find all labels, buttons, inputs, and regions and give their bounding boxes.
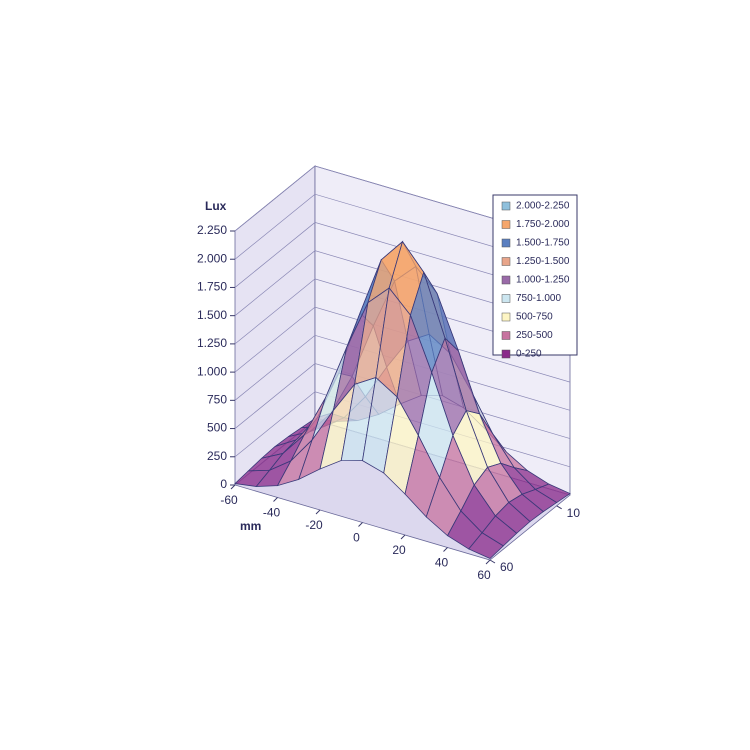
y-tick-label: 1.750 [197,280,227,294]
x-axis-label: mm [240,519,261,533]
legend-swatch [501,201,511,211]
x-tick-label: -20 [305,518,323,532]
x-tick [443,547,448,552]
legend-swatch [501,257,511,266]
depth-tick [556,505,562,510]
legend-label: 0-250 [516,349,542,360]
legend-swatch [501,238,511,248]
legend-label: 1.750-2.000 [516,219,570,230]
depth-tick-label: 10 [567,506,581,520]
surface-cell [468,532,504,560]
legend-label: 2.000-2.250 [516,201,570,212]
grid-line [234,193,571,270]
x-tick-label: -60 [220,493,238,507]
legend-label: 1.250-1.500 [516,256,570,267]
depth-tick [489,559,496,564]
y-tick-label: 1.500 [197,308,227,322]
depth-tick-label: 60 [500,560,514,574]
y-tick-label: 250 [207,449,227,463]
legend-label: 1.000-1.250 [516,275,570,286]
grid-line [234,250,571,327]
legend-label: 1.500-1.750 [516,238,570,249]
y-tick-label: 500 [207,421,227,435]
y-tick-label: 2.250 [197,223,227,237]
grid-line [234,165,571,242]
y-axis-label: Lux [205,199,227,213]
x-tick-label: 20 [392,543,406,557]
grid-line [234,222,571,298]
x-tick-label: -40 [263,506,281,520]
legend-swatch [501,312,511,322]
legend-swatch [501,220,511,229]
y-tick-label: 1.250 [197,336,227,350]
x-tick-label: 0 [353,531,360,545]
y-tick-label: 0 [220,477,227,491]
legend-label: 500-750 [516,312,553,323]
x-tick-label: 40 [435,556,449,570]
legend: 2.000-2.250 1.750-2.000 1.500-1.750 1.250-1… [492,194,578,360]
grid-line [234,363,571,439]
grid-line [234,278,571,355]
grid-line [234,334,571,411]
surface [234,240,571,560]
x-tick [230,484,236,490]
legend-swatch [501,349,511,359]
y-tick-label: 750 [207,393,227,407]
legend-label: 250-500 [516,330,553,341]
x-tick-label: 60 [477,568,491,582]
x-tick [315,509,321,515]
legend-swatch [501,331,511,340]
x-tick [358,522,363,527]
x-tick [273,497,278,502]
legend-label: 750-1.000 [516,293,561,304]
legend-swatch [501,275,511,285]
x-tick [400,534,406,540]
x-tick [485,559,491,565]
legend-swatch [501,294,511,303]
y-tick-label: 1.000 [197,364,227,378]
y-tick-label: 2.000 [197,251,227,265]
grid-line [234,306,571,383]
